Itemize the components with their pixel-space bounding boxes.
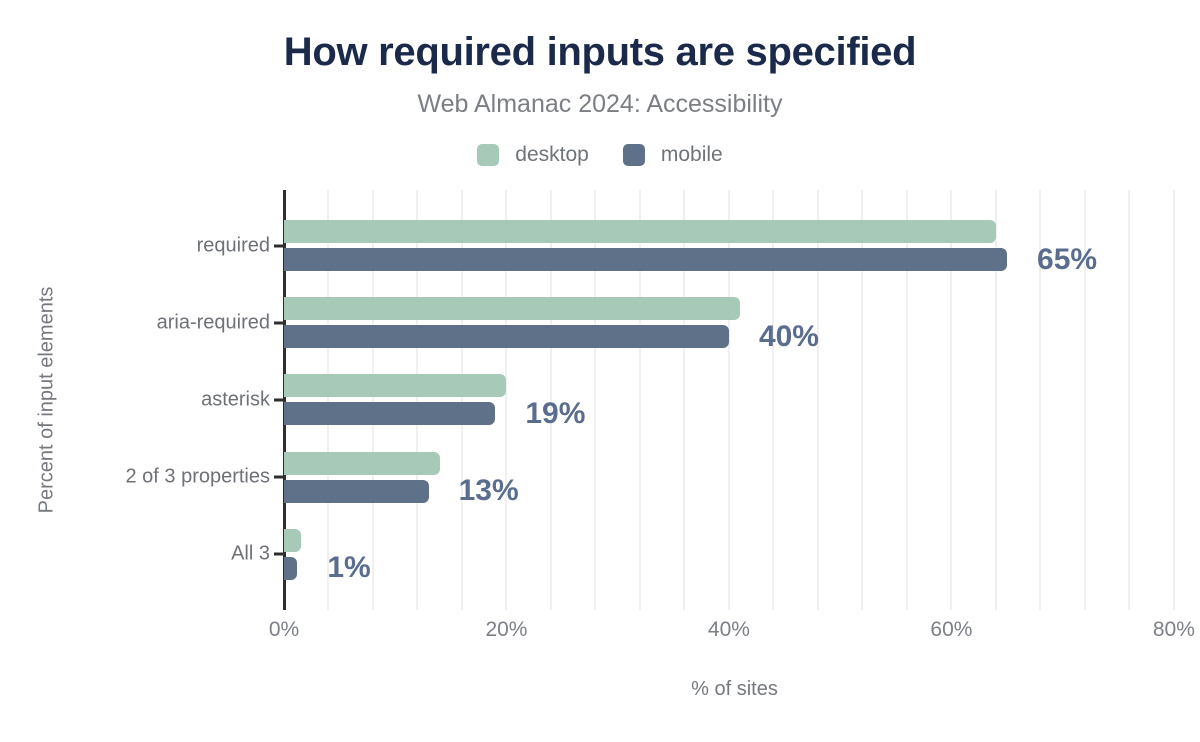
gridline <box>772 190 775 610</box>
gridline <box>327 190 330 610</box>
bar-desktop[interactable] <box>284 451 440 475</box>
gridline <box>505 190 508 610</box>
legend-swatch-mobile <box>622 144 645 166</box>
category-label: 2 of 3 properties <box>125 465 270 488</box>
gridline <box>460 190 463 610</box>
legend-swatch-desktop <box>477 144 500 166</box>
x-tick-label: 40% <box>707 618 750 641</box>
category-tick <box>274 475 284 479</box>
gridline <box>1039 190 1042 610</box>
legend-label-mobile: mobile <box>660 143 723 166</box>
chart-subtitle: Web Almanac 2024: Accessibility <box>417 90 783 118</box>
category-label: asterisk <box>201 388 270 411</box>
gridline <box>371 190 374 610</box>
x-axis-title: % of sites <box>691 678 778 700</box>
gridline <box>638 190 641 610</box>
gridline <box>594 190 597 610</box>
legend-item-desktop[interactable]: desktop <box>477 143 589 167</box>
x-tick-label: 0% <box>268 618 300 641</box>
bar-group: aria-required 40% <box>157 284 1185 361</box>
gridline <box>727 190 730 610</box>
value-annotation: 19% <box>525 396 586 430</box>
bar-group: required 65% <box>197 207 1185 284</box>
bar-mobile[interactable] <box>284 325 729 349</box>
value-annotation: 1% <box>327 551 371 585</box>
value-annotation: 40% <box>758 319 819 353</box>
gridline <box>1083 190 1086 610</box>
gridline <box>416 190 419 610</box>
gridline <box>549 190 552 610</box>
bar-desktop[interactable] <box>284 220 996 244</box>
legend-item-mobile[interactable]: mobile <box>622 143 723 167</box>
category-tick <box>274 244 284 248</box>
gridline <box>905 190 908 610</box>
x-tick-label: 80% <box>1152 618 1195 641</box>
value-annotation: 13% <box>458 474 519 508</box>
category-label: required <box>196 234 270 257</box>
y-axis-title: Percent of input elements <box>35 286 58 514</box>
bar-mobile[interactable] <box>284 248 1008 272</box>
category-label: All 3 <box>231 542 270 565</box>
legend: desktop mobile <box>0 143 1200 167</box>
category-tick <box>274 398 284 402</box>
bar-group: asterisk 19% <box>201 361 1185 438</box>
value-annotation: 65% <box>1037 242 1098 276</box>
gridline <box>994 190 997 610</box>
bar-group: All 3 1% <box>231 516 1185 593</box>
plot-area: required 65% aria-required 40% asterisk 19% 2 … <box>125 190 1185 610</box>
gridline <box>683 190 686 610</box>
x-axis-tick-labels: 0% 20% 40% 60% 80% <box>269 618 1195 644</box>
y-axis-line <box>283 190 286 610</box>
bar-desktop[interactable] <box>284 528 301 552</box>
category-tick <box>274 552 284 556</box>
category-tick <box>274 321 284 325</box>
bar-mobile[interactable] <box>284 402 496 426</box>
gridline <box>1172 190 1175 610</box>
bar-desktop[interactable] <box>284 297 741 321</box>
bar-mobile[interactable] <box>284 556 298 580</box>
legend-label-desktop: desktop <box>515 143 589 166</box>
gridline <box>816 190 819 610</box>
chart-title: How required inputs are specified <box>283 30 917 74</box>
x-tick-label: 20% <box>485 618 528 641</box>
bar-desktop[interactable] <box>284 374 507 398</box>
gridline <box>861 190 864 610</box>
category-label: aria-required <box>156 311 270 334</box>
gridline <box>1128 190 1131 610</box>
bar-group: 2 of 3 properties 13% <box>125 439 1185 516</box>
bar-mobile[interactable] <box>284 479 429 503</box>
gridline <box>950 190 953 610</box>
x-tick-label: 60% <box>930 618 973 641</box>
